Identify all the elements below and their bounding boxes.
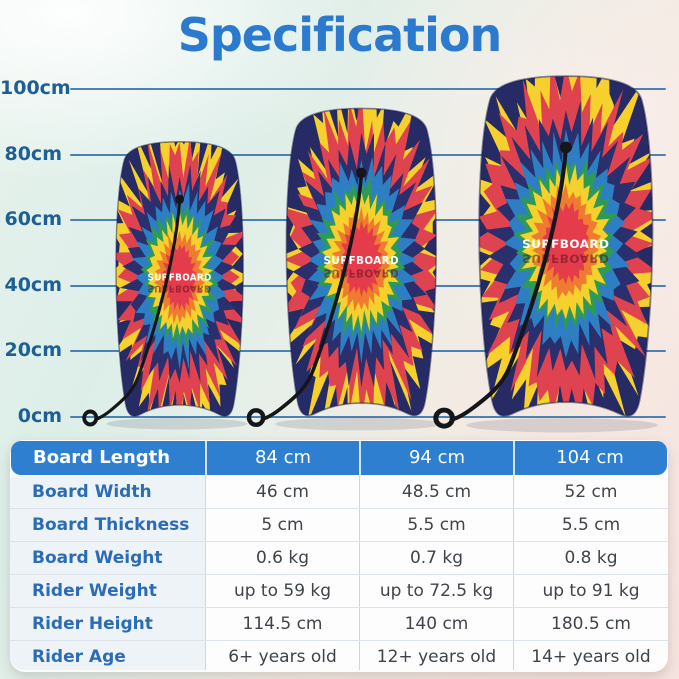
row-value: 140 cm [359, 608, 513, 640]
board-logo-reflection: SURFBOARD [522, 251, 609, 265]
table-header-value: 84 cm [205, 441, 359, 475]
row-value: 48.5 cm [359, 476, 513, 508]
table-row: Rider Age 6+ years old 12+ years old 14+ ye… [10, 640, 668, 670]
table-row: Rider Height 114.5 cm 140 cm 180.5 cm [10, 607, 668, 640]
row-value: 46 cm [205, 476, 359, 508]
wrist-strap-coil [433, 407, 456, 429]
table-row: Board Thickness 5 cm 5.5 cm 5.5 cm [10, 508, 668, 541]
ruler-gridline [70, 88, 666, 90]
row-value: 0.7 kg [359, 542, 513, 574]
table-row: Board Width 46 cm 48.5 cm 52 cm [10, 476, 668, 508]
table-header-value: 104 cm [513, 441, 665, 475]
page-title: Specification [177, 8, 503, 62]
ruler-label: 40cm [4, 273, 62, 296]
row-label: Board Thickness [10, 509, 205, 541]
row-value: 0.8 kg [513, 542, 668, 574]
row-label: Rider Weight [10, 575, 205, 607]
row-value: up to 59 kg [205, 575, 359, 607]
board-logo-reflection: SURFBOARD [148, 282, 212, 292]
table-row: Board Weight 0.6 kg 0.7 kg 0.8 kg [10, 541, 668, 574]
board-outline [478, 74, 654, 417]
leash-cord [260, 172, 363, 422]
table-body: Board Width 46 cm 48.5 cm 52 cm Board Thickn… [10, 476, 668, 670]
ruler-label: 0cm [17, 405, 62, 427]
board-outline [285, 107, 437, 417]
wrist-strap-coil [246, 408, 266, 428]
table-header-value: 94 cm [359, 441, 513, 475]
row-value: 12+ years old [359, 641, 513, 670]
table-header-row: Board Length 84 cm 94 cm 104 cm [11, 441, 667, 475]
leash-cord [449, 146, 569, 422]
row-value: 5.5 cm [513, 509, 668, 541]
row-value: 52 cm [513, 476, 668, 508]
board-shadow [274, 417, 441, 431]
board-outline [115, 140, 245, 417]
wrist-strap-coil [82, 409, 99, 427]
row-label: Rider Height [10, 608, 205, 640]
table-row: Rider Weight up to 59 kg up to 72.5 kg up t… [10, 574, 668, 607]
table-header-label: Board Length [33, 447, 171, 468]
row-value: up to 91 kg [513, 575, 668, 607]
row-value: up to 72.5 kg [359, 575, 513, 607]
board-logo-text: SURFBOARD [522, 237, 609, 251]
row-value: 14+ years old [513, 641, 668, 670]
row-value: 0.6 kg [205, 542, 359, 574]
board-logo-reflection: SURFBOARD [323, 267, 398, 279]
board-logo-text: SURFBOARD [323, 255, 398, 267]
row-value: 114.5 cm [205, 608, 359, 640]
row-value: 5.5 cm [359, 509, 513, 541]
ruler-gridline [70, 416, 666, 418]
row-value: 5 cm [205, 509, 359, 541]
ruler-label: 60cm [4, 208, 62, 231]
ruler-label: 20cm [4, 339, 62, 362]
ruler-label: 80cm [4, 142, 62, 165]
row-label: Rider Age [10, 641, 205, 670]
row-value: 180.5 cm [513, 608, 668, 640]
leash-cord [94, 198, 182, 421]
row-label: Board Width [10, 476, 205, 508]
row-value: 6+ years old [205, 641, 359, 670]
spec-table: Board Length 84 cm 94 cm 104 cm Board Widt… [10, 440, 668, 672]
row-label: Board Weight [10, 542, 205, 574]
board-logo-text: SURFBOARD [148, 273, 212, 283]
board-shadow [106, 417, 248, 430]
ruler-label: 100cm [0, 77, 71, 99]
board-shadow [466, 417, 659, 433]
